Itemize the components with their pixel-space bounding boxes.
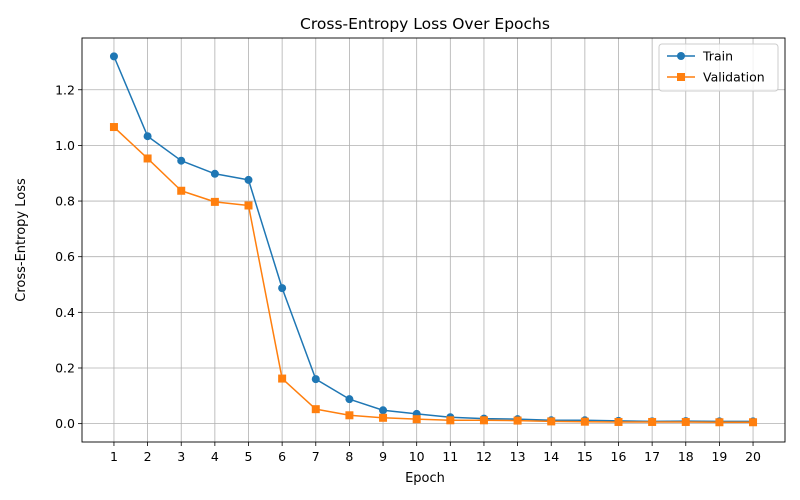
data-point-validation: [715, 418, 724, 427]
x-tick-label: 7: [312, 449, 320, 464]
legend-label-train: Train: [702, 49, 733, 64]
data-point-validation: [345, 411, 354, 420]
x-tick-label: 4: [211, 449, 219, 464]
plot-frame: [81, 37, 786, 443]
data-point-validation: [648, 417, 657, 426]
x-tick-label: 8: [345, 449, 353, 464]
legend: Train Validation: [658, 43, 779, 92]
data-point-validation: [614, 417, 623, 426]
data-point-validation: [580, 417, 589, 426]
x-tick-label: 17: [644, 449, 660, 464]
x-tick-label: 3: [177, 449, 185, 464]
data-point-train: [109, 52, 118, 61]
data-point-train: [345, 395, 354, 404]
data-point-train: [177, 156, 186, 165]
y-axis-label: Cross-Entropy Loss: [14, 178, 29, 302]
legend-label-validation: Validation: [703, 70, 765, 85]
x-tick-label: 1: [110, 449, 118, 464]
data-point-train: [210, 169, 219, 178]
y-tick-label: 1.2: [55, 82, 75, 97]
x-tick-label: 20: [745, 449, 761, 464]
data-point-train: [143, 132, 152, 141]
data-point-validation: [109, 123, 118, 132]
chart-title: Cross-Entropy Loss Over Epochs: [300, 15, 550, 33]
legend-marker-validation: [677, 73, 685, 81]
series-line-validation: [113, 126, 754, 423]
y-tick-label: 0.6: [55, 249, 75, 264]
x-tick-label: 13: [510, 449, 526, 464]
y-tick-label: 0.8: [55, 194, 75, 209]
data-point-validation: [278, 374, 287, 383]
x-tick-label: 11: [442, 449, 458, 464]
data-point-validation: [479, 416, 488, 425]
data-point-train: [379, 406, 388, 415]
grid: [82, 38, 785, 442]
data-point-validation: [311, 405, 320, 414]
y-tick-label: 0.0: [55, 416, 75, 431]
data-point-validation: [210, 197, 219, 206]
data-point-validation: [244, 201, 253, 210]
x-tick-label: 9: [379, 449, 387, 464]
x-tick-label: 2: [144, 449, 152, 464]
x-tick-label: 18: [678, 449, 694, 464]
data-point-validation: [513, 416, 522, 425]
x-tick-label: 10: [409, 449, 425, 464]
x-tick-label: 12: [476, 449, 492, 464]
data-point-train: [311, 375, 320, 384]
data-point-validation: [177, 186, 186, 195]
data-point-validation: [379, 413, 388, 422]
data-point-train: [278, 284, 287, 293]
data-point-validation: [749, 418, 758, 427]
data-point-validation: [143, 154, 152, 163]
x-tick-label: 6: [278, 449, 286, 464]
x-tick-label: 16: [611, 449, 627, 464]
x-tick-label: 15: [577, 449, 593, 464]
data-point-validation: [446, 416, 455, 425]
data-point-validation: [412, 415, 421, 424]
y-tick-label: 1.0: [55, 138, 75, 153]
y-axis-ticks: 0.0 0.2 0.4 0.6 0.8 1.0 1.2: [55, 82, 82, 431]
x-tick-label: 19: [711, 449, 727, 464]
x-axis-ticks: 1 2 3 4 5 6 7 8 9 10 11 12 13 14 15 16 17 18 19 20: [110, 442, 761, 464]
x-axis-label: Epoch: [405, 471, 445, 486]
y-tick-label: 0.4: [55, 305, 75, 320]
series-layer: [109, 52, 758, 427]
x-tick-label: 5: [245, 449, 253, 464]
x-tick-label: 14: [543, 449, 559, 464]
data-point-validation: [681, 417, 690, 426]
data-point-train: [244, 175, 253, 184]
legend-marker-train: [677, 52, 685, 60]
data-point-validation: [547, 417, 556, 426]
y-tick-label: 0.2: [55, 360, 75, 375]
